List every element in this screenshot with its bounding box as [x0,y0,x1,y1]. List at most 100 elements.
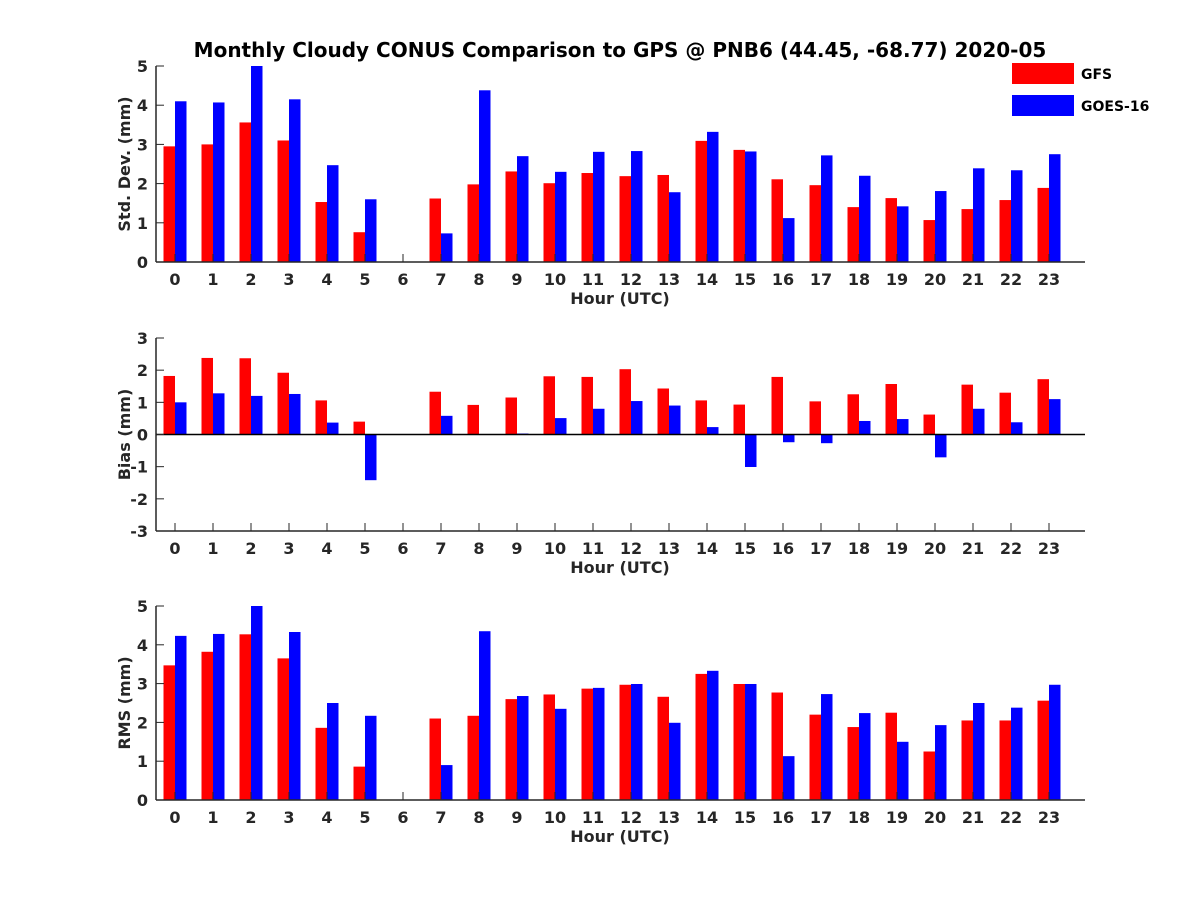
bar-rms-gfs-hour-7 [429,718,441,800]
bar-std-dev-gfs-hour-7 [429,198,441,262]
y-tick-label-rms-5: 5 [137,597,148,616]
x-tick-label-std-dev-17: 17 [810,270,832,289]
bar-std-dev-gfs-hour-17 [809,185,821,262]
bar-std-dev-goes16-hour-5 [365,199,377,262]
x-tick-label-std-dev-3: 3 [283,270,294,289]
x-tick-label-rms-19: 19 [886,808,908,827]
bar-rms-gfs-hour-14 [695,673,707,800]
x-tick-label-std-dev-7: 7 [435,270,446,289]
bar-rms-goes16-hour-18 [859,713,871,800]
bar-rms-gfs-hour-15 [733,683,745,800]
x-tick-label-std-dev-22: 22 [1000,270,1022,289]
bar-rms-goes16-hour-13 [669,722,681,800]
x-tick-label-std-dev-16: 16 [772,270,794,289]
bar-rms-goes16-hour-21 [973,703,985,800]
x-tick-label-rms-15: 15 [734,808,756,827]
bar-bias-goes16-hour-17 [821,434,833,444]
bar-bias-goes16-hour-16 [783,434,795,443]
bar-rms-goes16-hour-0 [175,635,187,800]
x-axis-label-rms: Hour (UTC) [570,827,670,846]
x-tick-label-rms-11: 11 [582,808,604,827]
x-tick-label-std-dev-9: 9 [511,270,522,289]
x-tick-label-bias-22: 22 [1000,539,1022,558]
bar-rms-goes16-hour-14 [707,670,719,800]
bar-std-dev-goes16-hour-17 [821,155,833,262]
bar-rms-gfs-hour-4 [315,727,327,800]
bar-bias-goes16-hour-21 [973,408,985,435]
bar-std-dev-gfs-hour-21 [961,209,973,262]
bar-rms-goes16-hour-5 [365,715,377,800]
bar-bias-goes16-hour-11 [593,408,605,435]
bar-bias-gfs-hour-1 [201,357,213,435]
x-tick-label-bias-14: 14 [696,539,718,558]
x-tick-label-rms-6: 6 [397,808,408,827]
y-tick-label-bias-0: 0 [137,426,148,445]
bar-std-dev-goes16-hour-3 [289,99,301,262]
bar-bias-goes16-hour-0 [175,402,187,435]
bar-rms-goes16-hour-10 [555,708,567,800]
x-tick-label-rms-14: 14 [696,808,718,827]
x-tick-label-rms-3: 3 [283,808,294,827]
bar-bias-goes16-hour-3 [289,393,301,435]
bar-bias-gfs-hour-18 [847,394,859,435]
x-tick-label-rms-18: 18 [848,808,870,827]
x-tick-label-rms-7: 7 [435,808,446,827]
bar-bias-goes16-hour-23 [1049,399,1061,435]
bar-std-dev-gfs-hour-4 [315,202,327,262]
y-tick-label-std-dev-3: 3 [137,135,148,154]
bar-bias-gfs-hour-4 [315,400,327,435]
bar-bias-gfs-hour-9 [505,397,517,435]
bar-std-dev-gfs-hour-3 [277,140,289,262]
bar-bias-goes16-hour-1 [213,393,225,435]
bar-bias-gfs-hour-19 [885,384,897,435]
bar-std-dev-gfs-hour-5 [353,232,365,262]
bar-bias-gfs-hour-20 [923,414,935,435]
bar-bias-goes16-hour-10 [555,418,567,435]
bar-rms-gfs-hour-13 [657,696,669,800]
bar-std-dev-gfs-hour-13 [657,174,669,262]
x-tick-label-std-dev-2: 2 [245,270,256,289]
x-tick-label-std-dev-12: 12 [620,270,642,289]
x-tick-label-bias-15: 15 [734,539,756,558]
x-tick-label-rms-2: 2 [245,808,256,827]
legend-swatch-goes16 [1012,95,1074,116]
x-tick-label-bias-10: 10 [544,539,566,558]
y-tick-label-rms-1: 1 [137,752,148,771]
bar-std-dev-goes16-hour-16 [783,218,795,262]
bar-bias-gfs-hour-8 [467,404,479,435]
y-tick-label-bias-1: 1 [137,393,148,412]
x-tick-label-bias-23: 23 [1038,539,1060,558]
bar-bias-goes16-hour-12 [631,401,643,435]
x-tick-label-bias-2: 2 [245,539,256,558]
bar-std-dev-goes16-hour-22 [1011,170,1023,262]
x-tick-label-std-dev-21: 21 [962,270,984,289]
x-tick-label-std-dev-23: 23 [1038,270,1060,289]
bar-bias-gfs-hour-12 [619,369,631,435]
x-tick-label-rms-0: 0 [169,808,180,827]
bar-std-dev-gfs-hour-10 [543,183,555,262]
x-tick-label-bias-6: 6 [397,539,408,558]
x-tick-label-bias-11: 11 [582,539,604,558]
bar-std-dev-goes16-hour-20 [935,191,947,262]
bar-rms-goes16-hour-12 [631,683,643,800]
bar-rms-gfs-hour-3 [277,658,289,800]
bar-bias-goes16-hour-13 [669,405,681,435]
bar-rms-goes16-hour-16 [783,756,795,800]
bar-std-dev-goes16-hour-15 [745,151,757,262]
bar-bias-gfs-hour-11 [581,376,593,435]
x-tick-label-bias-13: 13 [658,539,680,558]
bar-std-dev-goes16-hour-10 [555,171,567,262]
bar-std-dev-goes16-hour-4 [327,165,339,262]
x-tick-label-bias-3: 3 [283,539,294,558]
y-tick-label-bias--2: -2 [130,490,148,509]
bar-rms-goes16-hour-20 [935,725,947,800]
x-tick-label-std-dev-5: 5 [359,270,370,289]
legend-label-gfs: GFS [1081,67,1112,83]
y-axis-label-std-dev: Std. Dev. (mm) [115,96,134,231]
x-tick-label-bias-17: 17 [810,539,832,558]
x-tick-label-bias-21: 21 [962,539,984,558]
legend-label-goes16: GOES-16 [1081,99,1149,115]
bar-rms-gfs-hour-21 [961,720,973,800]
